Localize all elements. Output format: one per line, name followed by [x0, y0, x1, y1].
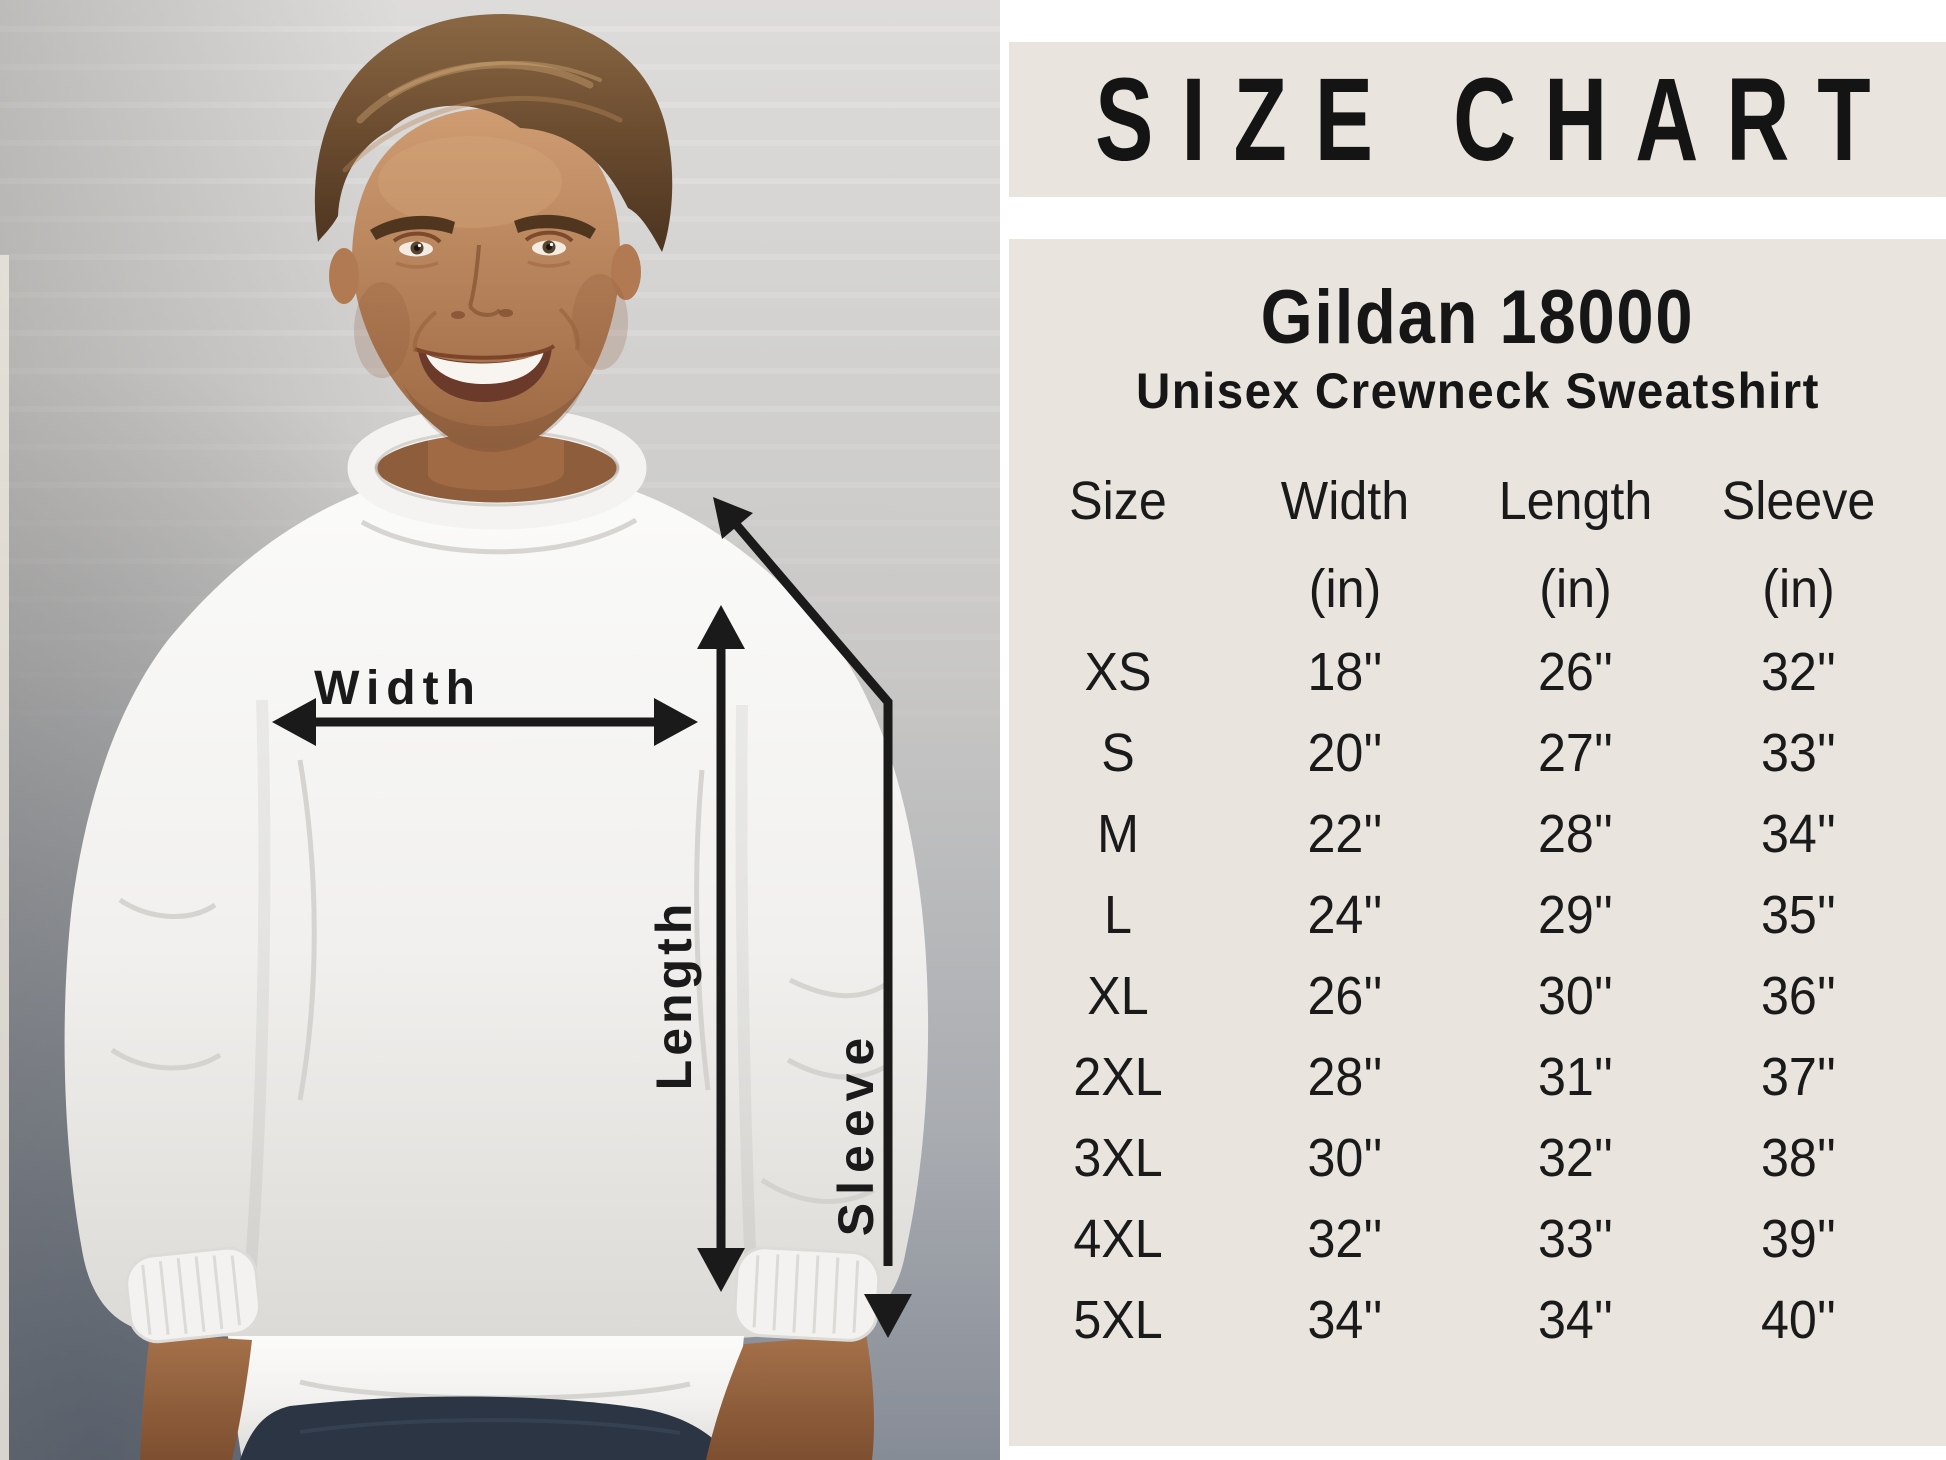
row-size: S	[1101, 722, 1135, 783]
row-cell: 37''	[1760, 1046, 1837, 1107]
hair-highlights	[342, 60, 623, 173]
row-size: XL	[1087, 965, 1149, 1026]
row-size: 3XL	[1073, 1127, 1163, 1188]
left-cuff	[125, 1246, 261, 1344]
size-table: Size Width Length Sleeve (in) (in) (in) …	[1009, 455, 1909, 1360]
left-edge-strip	[0, 255, 9, 1460]
row-size: L	[1104, 884, 1132, 945]
unit-sleeve: (in)	[1762, 559, 1835, 619]
row-cell: 33''	[1537, 1208, 1614, 1269]
page-title: SIZE CHART	[1094, 53, 1899, 186]
row-cell: 39''	[1760, 1208, 1837, 1269]
right-cuff	[733, 1246, 881, 1342]
row-cell: 30''	[1537, 965, 1614, 1026]
model-eyebrows	[370, 214, 596, 240]
row-cell: 33''	[1760, 722, 1837, 783]
measurement-diagram: Width Length Sleeve	[272, 497, 912, 1338]
unit-width: (in)	[1308, 559, 1382, 619]
unit-length: (in)	[1539, 559, 1612, 619]
table-header-sleeve: Sleeve	[1721, 471, 1876, 531]
sleeve-arrow	[713, 497, 912, 1338]
table-header-length: Length	[1498, 471, 1653, 531]
row-cell: 31''	[1537, 1046, 1614, 1107]
row-cell: 28''	[1537, 803, 1614, 864]
model-photo: Width Length Sleeve	[0, 0, 1000, 1460]
model-nose	[451, 244, 513, 319]
row-cell: 22''	[1307, 803, 1383, 864]
jeans	[240, 1396, 732, 1460]
row-cell: 29''	[1537, 884, 1614, 945]
row-cell: 26''	[1537, 641, 1614, 702]
row-cell: 28''	[1307, 1046, 1383, 1107]
sleeve-label: Sleeve	[828, 1030, 884, 1236]
sweatshirt	[64, 464, 929, 1338]
row-cell: 26''	[1307, 965, 1383, 1026]
sleeve-seams	[244, 699, 758, 1296]
row-cell: 35''	[1760, 884, 1837, 945]
model-eyes	[392, 230, 574, 269]
row-cell: 32''	[1760, 641, 1837, 702]
row-cell: 36''	[1760, 965, 1837, 1026]
row-cell: 20''	[1307, 722, 1383, 783]
model	[64, 14, 929, 1460]
length-label: Length	[646, 900, 702, 1091]
row-size: 4XL	[1073, 1208, 1163, 1269]
row-cell: 40''	[1760, 1289, 1837, 1350]
product-subtitle: Unisex Crewneck Sweatshirt	[1135, 363, 1820, 419]
row-size: 2XL	[1073, 1046, 1163, 1107]
model-hair	[314, 14, 673, 252]
row-cell: 27''	[1537, 722, 1614, 783]
row-size: 5XL	[1073, 1289, 1163, 1350]
left-forearm	[140, 1334, 252, 1460]
size-chart-panel: Gildan 18000 Unisex Crewneck Sweatshirt …	[1009, 239, 1946, 1446]
row-cell: 38''	[1760, 1127, 1837, 1188]
table-header-size: Size	[1069, 471, 1167, 531]
row-cell: 32''	[1307, 1208, 1383, 1269]
width-arrow	[272, 698, 698, 746]
row-cell: 34''	[1537, 1289, 1614, 1350]
row-size: XS	[1084, 641, 1152, 702]
product-name: Gildan 18000	[1260, 275, 1695, 360]
row-cell: 32''	[1537, 1127, 1614, 1188]
right-forearm	[706, 1334, 874, 1460]
width-label: Width	[314, 662, 482, 715]
stubble-shading	[402, 376, 588, 452]
model-face	[352, 108, 621, 449]
table-header-width: Width	[1280, 471, 1410, 531]
row-cell: 24''	[1307, 884, 1383, 945]
model-smile	[412, 307, 580, 402]
row-cell: 34''	[1307, 1289, 1383, 1350]
row-cell: 18''	[1307, 641, 1383, 702]
title-band: SIZE CHART	[1009, 42, 1946, 197]
row-cell: 34''	[1760, 803, 1837, 864]
row-size: M	[1097, 803, 1139, 864]
length-arrow	[697, 605, 745, 1292]
row-cell: 30''	[1307, 1127, 1383, 1188]
unit-spacer	[1017, 547, 1220, 631]
